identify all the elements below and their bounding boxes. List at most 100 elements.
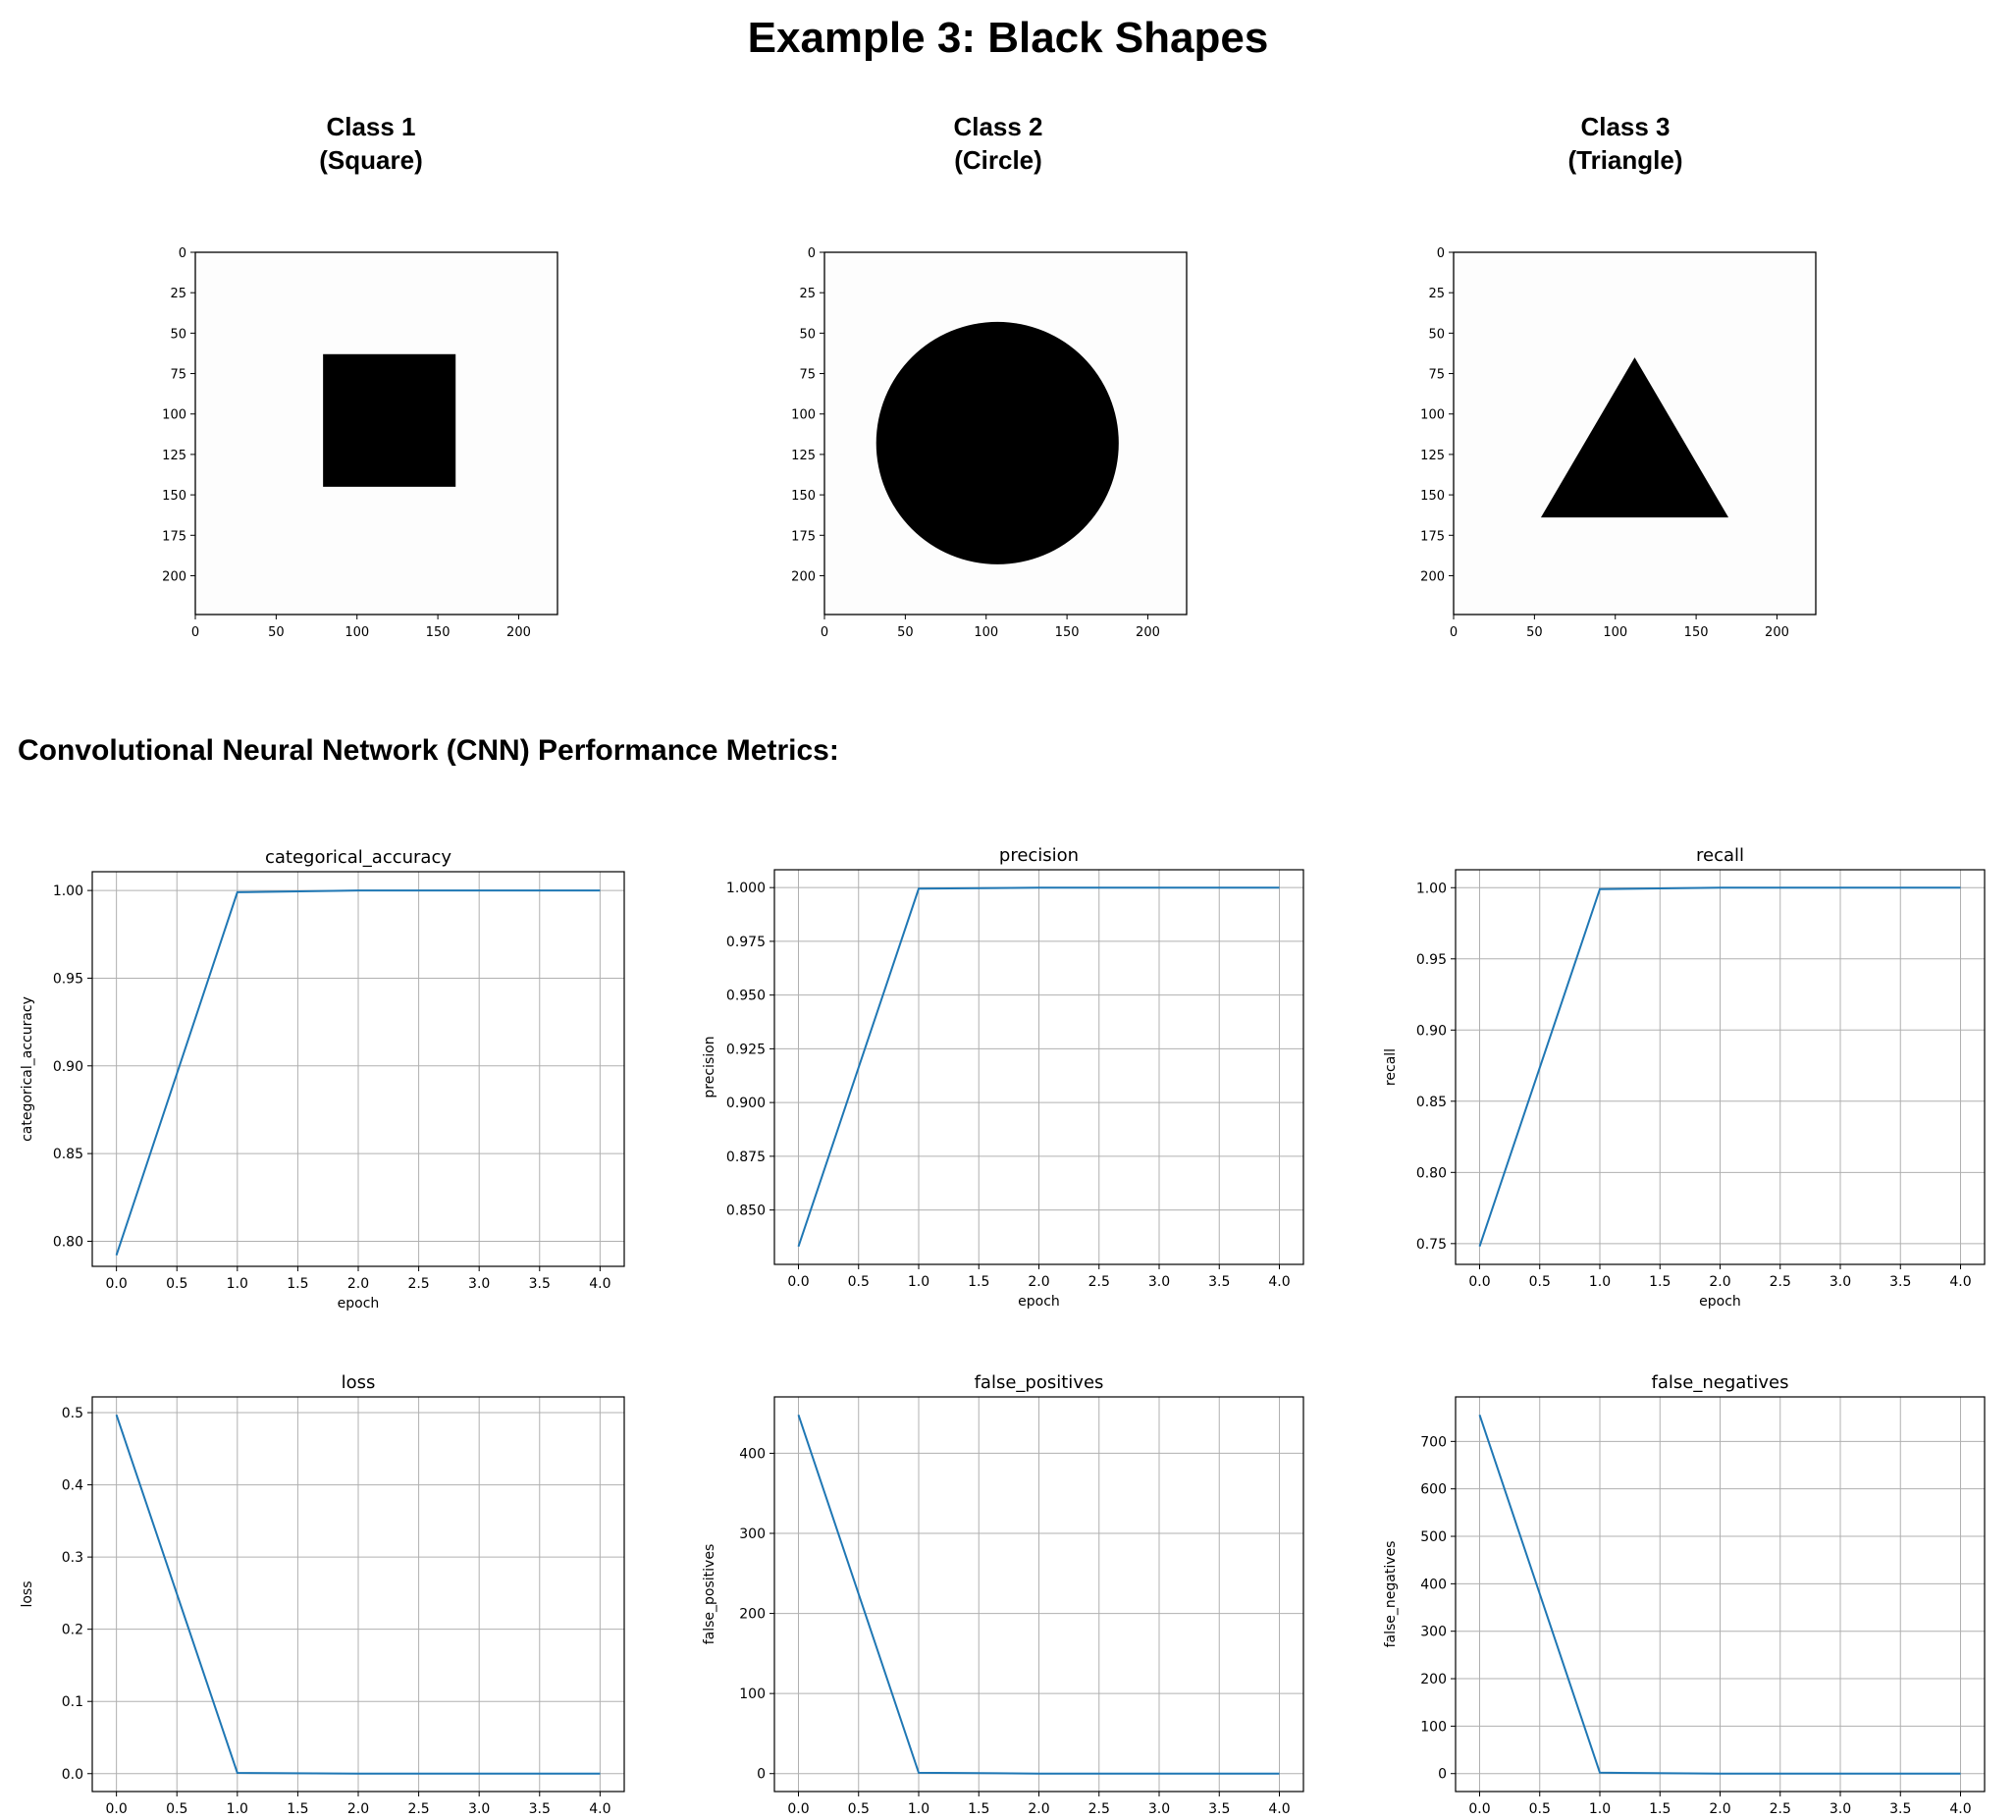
class-1-title: Class 1 (Square) [175, 110, 567, 177]
x-tick-label: 3.5 [1208, 1801, 1230, 1817]
y-tick-label: 1.000 [726, 881, 766, 896]
y-tick-label: 200 [791, 569, 816, 584]
y-tick-label: 300 [1420, 1625, 1447, 1640]
y-tick-label: 75 [170, 368, 186, 383]
x-tick-label: 200 [1765, 625, 1789, 640]
x-tick-label: 2.0 [1028, 1801, 1049, 1817]
x-tick-label: 0.0 [1468, 1274, 1490, 1290]
x-axis-label: epoch [1018, 1294, 1060, 1310]
y-tick-label: 400 [739, 1446, 766, 1462]
y-tick-label: 100 [1420, 408, 1445, 423]
y-tick-label: 0.80 [1416, 1165, 1447, 1181]
chart-title: recall [1696, 845, 1744, 866]
x-tick-label: 2.0 [347, 1801, 369, 1817]
x-tick-label: 2.5 [1770, 1801, 1791, 1817]
class-1-label: Class 1 [326, 112, 416, 141]
shape-panel-1: 0 25 50 75 100 125 150 175 200 0 50 100 150 200 [162, 246, 558, 640]
x-axis-label: epoch [1699, 1294, 1741, 1310]
x-tick-label: 4.0 [1949, 1274, 1971, 1290]
y-tick-label: 0.875 [726, 1150, 766, 1165]
y-tick-label: 0.85 [53, 1147, 83, 1162]
y-tick-label: 0.90 [1416, 1023, 1447, 1039]
x-tick-label: 2.5 [407, 1276, 429, 1292]
x-tick-label: 2.5 [407, 1801, 429, 1817]
y-tick-label: 25 [170, 287, 186, 301]
y-tick-label: 175 [1420, 529, 1445, 544]
x-tick-label: 150 [1684, 625, 1709, 640]
y-tick-label: 0.75 [1416, 1237, 1447, 1253]
y-tick-label: 0.5 [62, 1406, 83, 1421]
x-tick-label: 3.5 [1889, 1801, 1911, 1817]
x-tick-label: 0.5 [848, 1274, 870, 1290]
y-tick-label: 50 [170, 327, 186, 342]
x-tick-label: 3.0 [1830, 1801, 1851, 1817]
x-tick-label: 1.5 [968, 1274, 989, 1290]
y-tick-label: 0.925 [726, 1042, 766, 1057]
chart-title: loss [342, 1372, 376, 1393]
x-tick-label: 3.5 [529, 1801, 551, 1817]
plot-frame [1455, 869, 1986, 1265]
x-tick-label: 3.0 [1830, 1274, 1851, 1290]
y-axis-label: loss [20, 1580, 35, 1607]
black-triangle-shape [1540, 357, 1729, 518]
x-tick-label: 2.0 [1709, 1274, 1730, 1290]
x-tick-label: 50 [268, 625, 285, 640]
y-tick-label: 175 [791, 529, 816, 544]
y-tick-label: 0 [757, 1767, 766, 1783]
chart-title: precision [999, 845, 1079, 866]
x-tick-label: 3.5 [529, 1276, 551, 1292]
y-tick-label: 0.2 [62, 1623, 83, 1638]
x-tick-label: 1.0 [1589, 1801, 1611, 1817]
y-tick-label: 0.85 [1416, 1095, 1447, 1110]
black-square-shape [323, 353, 456, 487]
x-tick-label: 50 [1526, 625, 1543, 640]
x-tick-label: 0.0 [106, 1801, 128, 1817]
metrics-section-title: Convolutional Neural Network (CNN) Perfo… [18, 734, 839, 767]
x-tick-label: 4.0 [589, 1801, 610, 1817]
class-2-label: Class 2 [953, 112, 1043, 141]
shape-panel-3: 0 25 50 75 100 125 150 175 200 0 50 100 150 200 [1420, 246, 1817, 640]
shape-panel-2: 0 25 50 75 100 125 150 175 200 0 50 100 150 200 [791, 246, 1188, 640]
y-tick-label: 1.00 [53, 883, 83, 899]
y-tick-label: 0.950 [726, 989, 766, 1004]
y-tick-label: 0.900 [726, 1096, 766, 1111]
x-tick-label: 0.5 [848, 1801, 870, 1817]
plot-frame [91, 1396, 625, 1793]
y-tick-label: 0.95 [53, 971, 83, 987]
x-tick-label: 0.0 [787, 1274, 809, 1290]
chart-title: categorical_accuracy [265, 847, 451, 868]
x-tick-label: 3.0 [1148, 1274, 1170, 1290]
x-tick-label: 1.0 [227, 1801, 248, 1817]
y-tick-label: 0.975 [726, 935, 766, 950]
class-2-shape-name: (Circle) [954, 145, 1042, 175]
y-tick-label: 50 [799, 327, 816, 342]
x-tick-label: 2.0 [347, 1276, 369, 1292]
y-tick-label: 150 [791, 489, 816, 504]
class-2-title: Class 2 (Circle) [802, 110, 1194, 177]
x-tick-label: 200 [506, 625, 531, 640]
chart-recall: 0.0 0.5 1.0 1.5 2.0 2.5 3.0 3.5 4.0 0.75 0.80 0.85 0… [1383, 845, 1986, 1310]
y-tick-label: 75 [1428, 368, 1445, 383]
x-tick-label: 150 [426, 625, 451, 640]
y-tick-label: 100 [739, 1686, 766, 1702]
black-circle-shape [875, 321, 1119, 564]
y-axis-label: false_positives [702, 1544, 717, 1645]
x-tick-label: 1.0 [227, 1276, 248, 1292]
x-tick-label: 4.0 [1268, 1274, 1290, 1290]
y-tick-label: 100 [162, 408, 186, 423]
x-tick-label: 0.5 [1529, 1274, 1551, 1290]
chart-false-negatives: 0.0 0.5 1.0 1.5 2.0 2.5 3.0 3.5 4.0 0 100 200 300 400… [1383, 1372, 1986, 1817]
x-tick-label: 4.0 [589, 1276, 610, 1292]
y-tick-label: 1.00 [1416, 881, 1447, 896]
y-tick-label: 150 [162, 489, 186, 504]
y-tick-label: 0.1 [62, 1694, 83, 1710]
x-tick-label: 4.0 [1949, 1801, 1971, 1817]
y-tick-label: 300 [739, 1526, 766, 1542]
y-tick-label: 700 [1420, 1434, 1447, 1450]
x-tick-label: 1.5 [287, 1801, 308, 1817]
x-tick-label: 50 [897, 625, 914, 640]
y-tick-label: 125 [162, 449, 186, 463]
y-axis-label: recall [1383, 1048, 1399, 1086]
x-tick-label: 2.5 [1770, 1274, 1791, 1290]
